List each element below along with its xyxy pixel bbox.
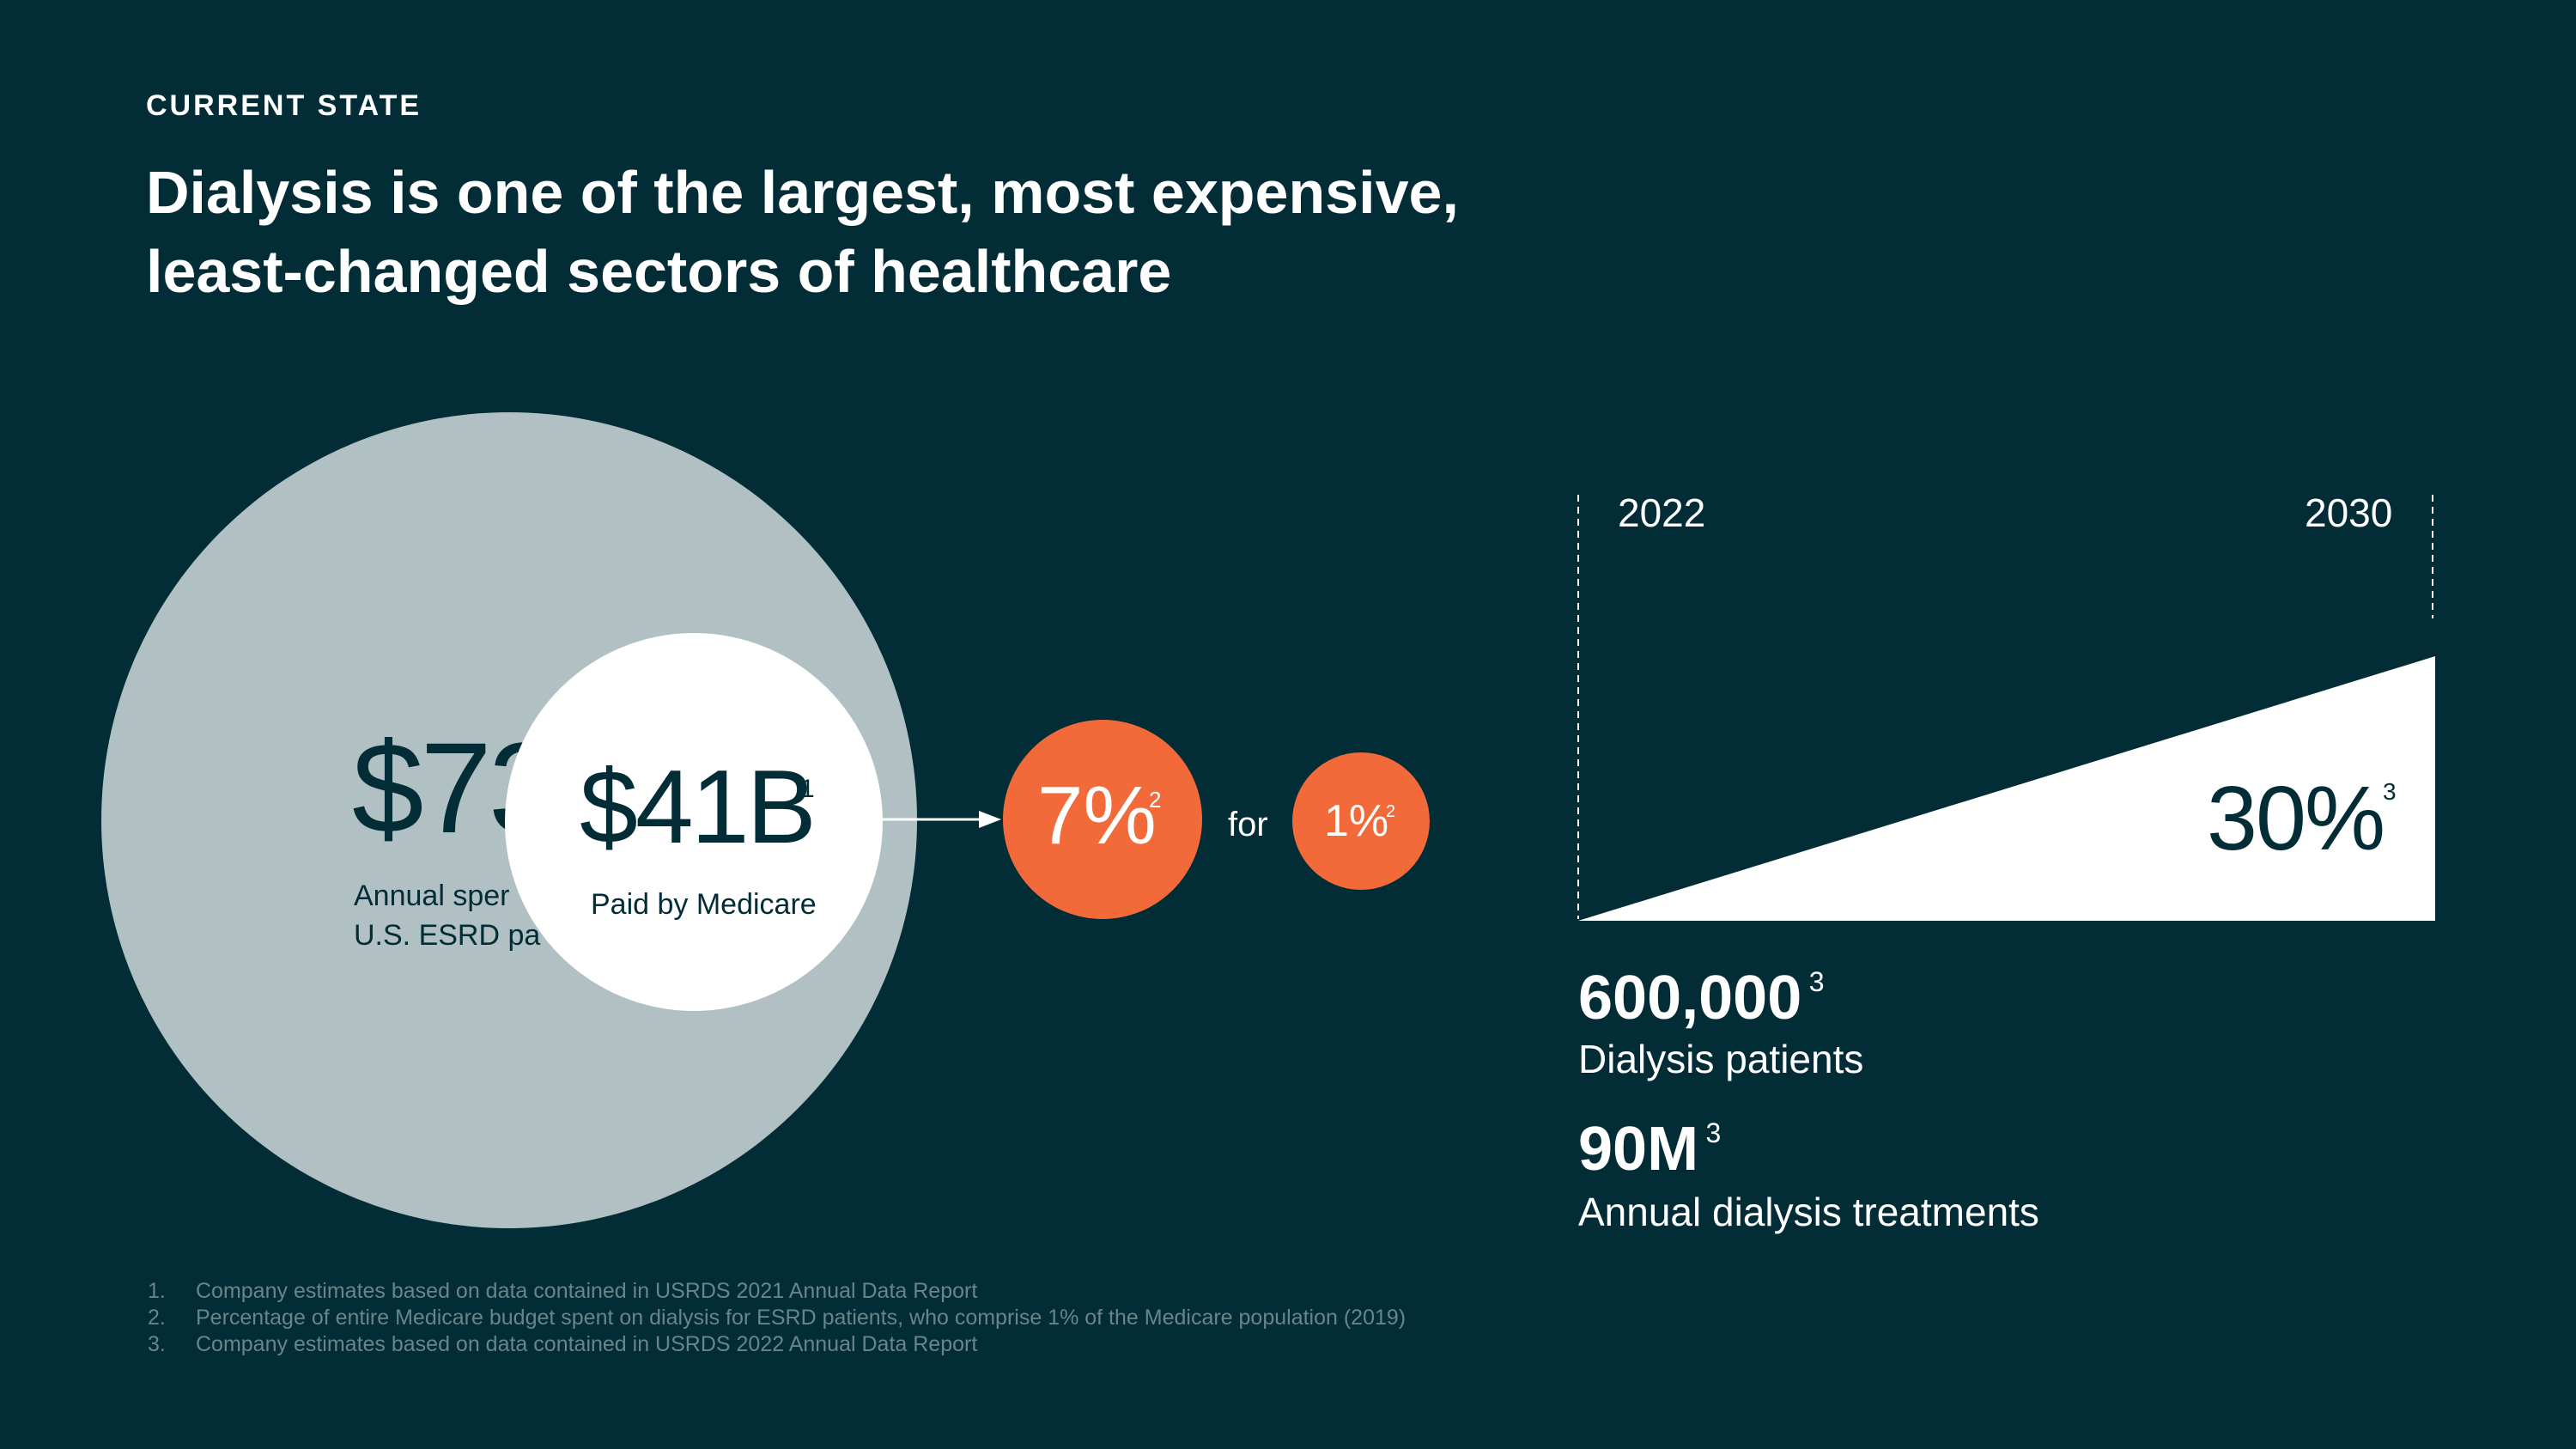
title-line-2: least-changed sectors of healthcare (146, 238, 1172, 305)
timeline-end-year: 2030 (2305, 490, 2393, 535)
footnote-text: Company estimates based on data containe… (196, 1332, 978, 1356)
growth-footnote-ref: 3 (2383, 778, 2397, 805)
stat-treatments: 90M 3 (1578, 1117, 1721, 1180)
stat-patients-label: Dialysis patients (1578, 1037, 1864, 1081)
medicare-population-percent-value: 1% (1324, 796, 1389, 846)
medicare-budget-percent-value: 7% (1037, 770, 1157, 861)
footnote-number: 3. (148, 1332, 166, 1356)
medicare-label: Paid by Medicare (591, 888, 817, 921)
footnotes: 1. Company estimates based on data conta… (148, 1278, 1406, 1358)
stat-treatments-value: 90M (1578, 1115, 1699, 1184)
medicare-footnote-ref: 1 (800, 775, 815, 803)
stat-patients-footnote-ref: 3 (1808, 966, 1825, 997)
footnote-text: Percentage of entire Medicare budget spe… (196, 1306, 1406, 1330)
medicare-population-footnote-ref: 2 (1386, 802, 1396, 821)
stat-treatments-footnote-ref: 3 (1705, 1117, 1722, 1148)
footnote-number: 2. (148, 1306, 166, 1330)
growth-percent-value: 30% (2207, 768, 2385, 869)
footnote-item: 3. Company estimates based on data conta… (148, 1331, 1406, 1358)
arrow-head (979, 811, 1001, 828)
stat-patients-value: 600,000 (1578, 964, 1802, 1032)
growth-wedge (1578, 656, 2435, 921)
annual-spend-label-line-2: U.S. ESRD pa (354, 919, 541, 952)
medicare-budget-percent-circle (1003, 720, 1202, 919)
title-line-1: Dialysis is one of the largest, most exp… (146, 159, 1459, 226)
medicare-population-percent-circle (1292, 752, 1430, 890)
medicare-value: $41B (580, 748, 817, 865)
stat-patients: 600,000 3 (1578, 964, 1825, 1032)
annual-spend-label: Annual sper U.S. ESRD pa (354, 876, 540, 955)
medicare-circle (505, 633, 883, 1011)
page-title: Dialysis is one of the largest, most exp… (146, 153, 1692, 311)
section-eyebrow: CURRENT STATE (146, 89, 422, 122)
timeline-start-year: 2022 (1618, 490, 1706, 535)
footnote-number: 1. (148, 1279, 166, 1303)
for-label: for (1228, 806, 1268, 843)
stat-treatments-label: Annual dialysis treatments (1578, 1190, 2039, 1234)
footnote-item: 2. Percentage of entire Medicare budget … (148, 1305, 1406, 1331)
footnote-item: 1. Company estimates based on data conta… (148, 1278, 1406, 1305)
medicare-budget-footnote-ref: 2 (1149, 787, 1162, 813)
annual-spend-label-line-1: Annual sper (354, 880, 510, 912)
footnote-text: Company estimates based on data containe… (196, 1279, 978, 1303)
